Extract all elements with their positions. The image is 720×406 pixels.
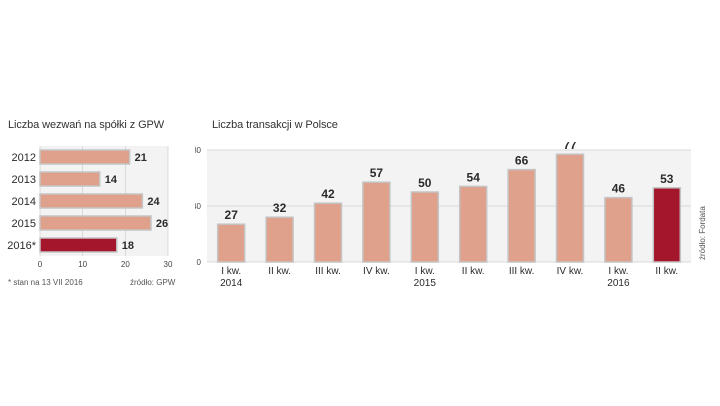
x-year-label: 2015 bbox=[414, 278, 437, 289]
bar bbox=[39, 149, 131, 165]
left-footnote: * stan na 13 VII 2016 bbox=[8, 278, 83, 287]
x-category-label: II kw. bbox=[268, 266, 291, 277]
x-tick-label: 30 bbox=[164, 260, 173, 269]
bar bbox=[265, 216, 294, 263]
data-label: 53 bbox=[660, 172, 674, 186]
data-label: 42 bbox=[321, 187, 335, 201]
data-label: 27 bbox=[225, 208, 239, 222]
data-label: 24 bbox=[147, 196, 160, 208]
bar bbox=[39, 193, 144, 209]
bar bbox=[362, 181, 391, 263]
left-chart-title: Liczba wezwań na spółki z GPW bbox=[8, 119, 165, 131]
bar bbox=[555, 153, 585, 263]
x-tick-label: 10 bbox=[78, 260, 87, 269]
bar bbox=[313, 202, 343, 263]
category-label: 2012 bbox=[12, 152, 36, 164]
data-label: 57 bbox=[370, 166, 384, 180]
x-category-label: II kw. bbox=[462, 266, 485, 277]
data-label: 54 bbox=[467, 170, 481, 184]
data-label: 14 bbox=[105, 174, 118, 186]
right-chart-title: Liczba transakcji w Polsce bbox=[212, 119, 338, 131]
data-label: 26 bbox=[156, 218, 168, 230]
data-label: 50 bbox=[418, 176, 432, 190]
x-category-label: III kw. bbox=[509, 266, 535, 277]
right-source: źródło: Fordata bbox=[698, 206, 707, 260]
x-category-label: I kw. bbox=[415, 266, 435, 277]
x-tick-label: 0 bbox=[38, 260, 43, 269]
x-category-label: III kw. bbox=[315, 266, 341, 277]
bar bbox=[39, 215, 152, 231]
bar bbox=[604, 196, 633, 263]
x-tick-label: 20 bbox=[121, 260, 130, 269]
category-label: 2014 bbox=[12, 196, 36, 208]
y-tick-label: 80 bbox=[195, 146, 202, 155]
x-category-label: I kw. bbox=[221, 266, 241, 277]
bar bbox=[410, 191, 440, 263]
left-bar-chart: 0 10 20 30 2012 21 2013 14 2014 24 2015 26 2016* 18 bbox=[7, 146, 173, 269]
y-tick-label: 0 bbox=[197, 258, 202, 267]
x-category-label: IV kw. bbox=[363, 266, 390, 277]
data-label: 46 bbox=[612, 182, 626, 196]
x-category-label: I kw. bbox=[608, 266, 628, 277]
x-category-label: II kw. bbox=[655, 266, 678, 277]
bar bbox=[39, 237, 118, 253]
data-label: 77 bbox=[563, 142, 577, 152]
bar bbox=[458, 185, 488, 263]
y-tick-label: 40 bbox=[195, 202, 202, 211]
category-label: 2016* bbox=[7, 240, 36, 252]
left-source: źródło: GPW bbox=[130, 278, 176, 287]
bar bbox=[507, 168, 536, 263]
x-year-label: 2016 bbox=[607, 278, 630, 289]
bar bbox=[39, 171, 101, 187]
category-label: 2013 bbox=[12, 174, 36, 186]
data-label: 32 bbox=[273, 201, 287, 215]
data-label: 66 bbox=[515, 154, 529, 168]
bar bbox=[652, 187, 682, 263]
bar bbox=[216, 223, 246, 263]
data-label: 18 bbox=[122, 240, 134, 252]
data-label: 21 bbox=[135, 152, 147, 164]
category-label: 2015 bbox=[12, 218, 36, 230]
x-category-label: IV kw. bbox=[557, 266, 584, 277]
x-year-label: 2014 bbox=[220, 278, 243, 289]
